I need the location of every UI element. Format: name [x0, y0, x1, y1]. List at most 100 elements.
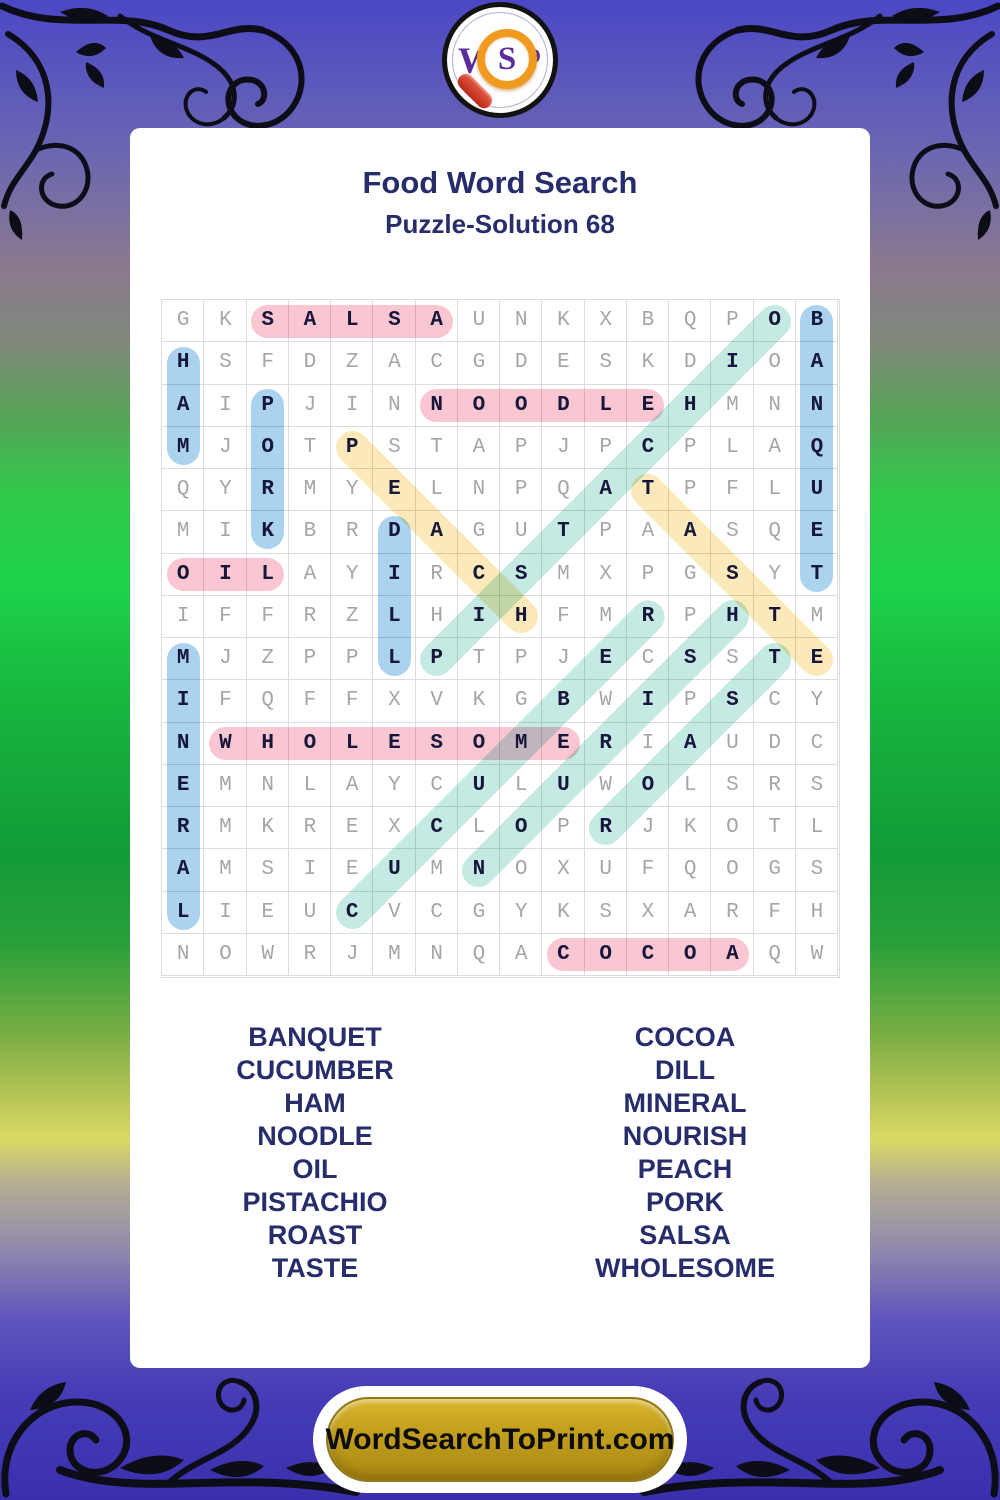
grid-cell: T — [472, 647, 486, 670]
grid-cell: W — [261, 942, 274, 966]
grid-cell-border — [204, 849, 247, 892]
grid-cell-border — [288, 553, 331, 596]
grid-cell-border — [500, 595, 543, 638]
grid-cell: O — [599, 942, 612, 966]
grid-cell: Q — [683, 858, 697, 882]
grid-cell: C — [430, 351, 443, 375]
grid-cell: Y — [345, 562, 359, 586]
grid-cell: D — [683, 351, 697, 375]
grid-cell: A — [683, 900, 697, 924]
grid-cell: Y — [514, 900, 528, 924]
grid-cell-border — [711, 722, 754, 765]
grid-cell: M — [176, 520, 190, 544]
grid-cell: M — [430, 858, 443, 882]
grid-cell: H — [726, 604, 739, 628]
grid-cell: C — [768, 689, 781, 713]
grid-cell-border — [246, 764, 289, 807]
grid-cell-border — [288, 426, 331, 469]
grid-cell: E — [176, 773, 190, 797]
grid-cell: F — [557, 604, 570, 628]
grid-cell: Q — [768, 942, 781, 966]
grid-cell-border — [246, 342, 289, 385]
grid-cell: P — [345, 647, 359, 670]
grid-cell: L — [176, 900, 190, 924]
grid-cell: A — [641, 520, 655, 544]
grid-cell-border — [753, 342, 796, 385]
grid-cell: P — [726, 309, 739, 332]
grid-cell: D — [388, 520, 401, 544]
grid-cell: A — [810, 351, 824, 375]
site-logo[interactable]: W P S — [442, 2, 558, 118]
word-list-item: COCOA — [634, 1022, 736, 1052]
magnifier-lens: S — [477, 29, 537, 89]
grid-cell-border — [204, 764, 247, 807]
grid-cell: C — [810, 731, 824, 755]
grid-cell-border — [711, 849, 754, 892]
website-link-button[interactable]: WordSearchToPrint.com — [326, 1397, 674, 1482]
grid-cell: O — [514, 393, 528, 417]
grid-cell: R — [430, 562, 443, 586]
grid-cell: S — [261, 858, 274, 882]
grid-cell: S — [726, 773, 739, 797]
grid-cell: R — [303, 604, 317, 628]
grid-cell: R — [599, 731, 612, 755]
grid-cell: R — [768, 773, 781, 797]
grid-cell: P — [683, 604, 697, 628]
grid-cell: A — [683, 731, 697, 755]
grid-cell-border — [753, 807, 796, 850]
grid-cell: R — [726, 900, 739, 924]
grid-cell: Q — [768, 520, 781, 544]
grid-cell-border — [626, 849, 669, 892]
grid-cell: N — [430, 393, 443, 417]
grid-cell: E — [557, 731, 570, 755]
grid-cell-border — [753, 384, 796, 427]
page-title: Food Word Search — [362, 165, 638, 200]
grid-cell: R — [176, 816, 190, 839]
page-subtitle: Puzzle-Solution 68 — [385, 209, 615, 239]
grid-cell-border — [669, 891, 712, 934]
grid-cell-border — [711, 469, 754, 512]
grid-cell: C — [430, 773, 443, 797]
grid-cell: X — [388, 816, 401, 839]
grid-cell: B — [557, 689, 570, 713]
word-list-item: PORK — [645, 1187, 724, 1217]
grid-cell: W — [219, 731, 232, 755]
word-list-item: NOURISH — [622, 1121, 748, 1151]
grid-cell: J — [345, 942, 359, 966]
grid-cell: T — [303, 435, 317, 459]
grid-cell: Q — [683, 309, 697, 332]
grid-cell: I — [176, 689, 190, 713]
grid-cell-border — [162, 469, 205, 512]
grid-cell: S — [261, 309, 274, 332]
grid-cell: P — [599, 520, 612, 544]
grid-cell: E — [810, 520, 824, 544]
grid-cell: P — [683, 689, 697, 713]
grid-cell: E — [345, 816, 359, 839]
grid-cell: V — [430, 689, 443, 713]
grid-cell-border — [753, 722, 796, 765]
grid-cell: M — [810, 604, 824, 628]
grid-cell: N — [388, 393, 401, 417]
grid-cell-border — [457, 891, 500, 934]
grid-cell: G — [768, 858, 781, 882]
grid-cell: G — [683, 562, 697, 586]
grid-cell-border — [795, 849, 838, 892]
word-list-item: PISTACHIO — [242, 1187, 388, 1217]
grid-cell-border — [246, 595, 289, 638]
grid-cell-border — [500, 933, 543, 976]
grid-cell: P — [683, 478, 697, 501]
grid-cell-border — [795, 764, 838, 807]
grid-cell: Q — [557, 478, 570, 501]
grid-cell: N — [472, 858, 486, 882]
grid-cell: A — [472, 435, 486, 459]
grid-cell-border — [204, 511, 247, 554]
grid-cell-border — [204, 891, 247, 934]
grid-cell: R — [599, 816, 612, 839]
grid-cell: Y — [810, 689, 824, 713]
word-list-item: PEACH — [637, 1154, 733, 1184]
grid-cell: P — [430, 647, 443, 670]
grid-cell-border — [204, 807, 247, 850]
grid-cell: C — [641, 942, 655, 966]
grid-cell-border — [584, 300, 627, 343]
